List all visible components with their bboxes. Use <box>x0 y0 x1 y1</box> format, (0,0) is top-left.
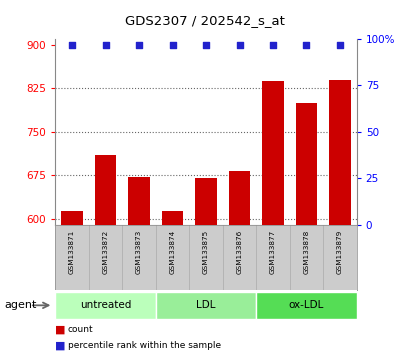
Text: GSM133879: GSM133879 <box>336 229 342 274</box>
Point <box>236 42 242 47</box>
Text: ■: ■ <box>55 325 66 335</box>
Text: GSM133871: GSM133871 <box>69 229 75 274</box>
Point <box>69 42 75 47</box>
Bar <box>55 292 155 319</box>
Point <box>269 42 276 47</box>
Text: GSM133877: GSM133877 <box>270 229 275 274</box>
Bar <box>261 81 283 225</box>
Text: GSM133878: GSM133878 <box>303 229 309 274</box>
Bar <box>94 155 116 225</box>
Bar <box>295 103 317 225</box>
Text: untreated: untreated <box>80 300 131 310</box>
Text: LDL: LDL <box>196 300 215 310</box>
Text: GSM133873: GSM133873 <box>136 229 142 274</box>
Bar <box>256 292 356 319</box>
Bar <box>228 171 250 225</box>
Text: GSM133872: GSM133872 <box>102 229 108 274</box>
Bar <box>161 211 183 225</box>
Text: count: count <box>67 325 93 334</box>
Bar <box>328 80 350 225</box>
Text: GSM133876: GSM133876 <box>236 229 242 274</box>
Text: GSM133875: GSM133875 <box>202 229 209 274</box>
Bar <box>195 178 216 225</box>
Text: ■: ■ <box>55 341 66 350</box>
Text: ox-LDL: ox-LDL <box>288 300 324 310</box>
Point <box>102 42 109 47</box>
Text: agent: agent <box>4 300 36 310</box>
Point <box>169 42 175 47</box>
Text: percentile rank within the sample: percentile rank within the sample <box>67 341 220 350</box>
Point <box>336 42 342 47</box>
Bar <box>61 211 83 225</box>
Point <box>302 42 309 47</box>
Point <box>135 42 142 47</box>
Text: GDS2307 / 202542_s_at: GDS2307 / 202542_s_at <box>125 14 284 27</box>
Bar <box>128 177 150 225</box>
Text: GSM133874: GSM133874 <box>169 229 175 274</box>
Bar <box>155 292 256 319</box>
Point <box>202 42 209 47</box>
